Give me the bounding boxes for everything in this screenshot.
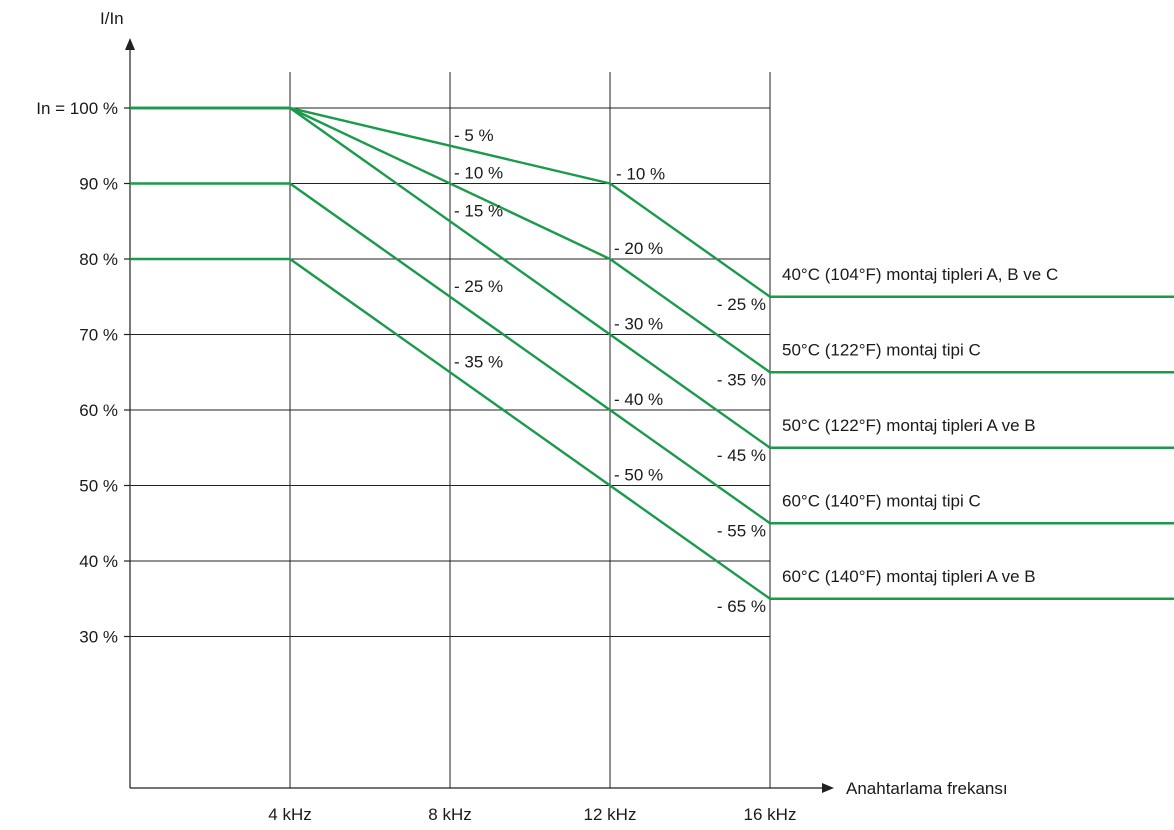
y-tick-label: 30 % — [79, 628, 118, 647]
series-label: 60°C (140°F) montaj tipi C — [782, 491, 981, 510]
percent-label: - 30 % — [614, 315, 663, 334]
y-tick-label: 70 % — [79, 326, 118, 345]
percent-label: - 15 % — [454, 201, 503, 220]
percent-label: - 10 % — [616, 165, 665, 184]
y-axis-arrow — [125, 38, 135, 50]
y-tick-label: 90 % — [79, 175, 118, 194]
y-tick-label: 50 % — [79, 477, 118, 496]
percent-label: - 25 % — [454, 277, 503, 296]
annotations: - 5 % - 10 % - 15 % - 25 % - 35 % - 10 % - 20 … — [454, 126, 766, 616]
y-axis-label: I/In — [100, 9, 124, 28]
percent-label: - 50 % — [614, 466, 663, 485]
percent-label: - 25 % — [717, 295, 766, 314]
series-line — [130, 106, 771, 449]
grid — [130, 72, 771, 788]
series-line — [130, 182, 771, 525]
x-axis-arrow — [822, 783, 834, 793]
x-tick-label: 8 kHz — [428, 805, 471, 824]
series-label: 50°C (122°F) montaj tipi C — [782, 340, 981, 359]
percent-label: - 35 % — [454, 352, 503, 371]
series-label: 40°C (104°F) montaj tipleri A, B ve C — [782, 265, 1058, 284]
percent-label: - 45 % — [717, 446, 766, 465]
percent-label: - 10 % — [454, 164, 503, 183]
x-tick-label: 4 kHz — [268, 805, 311, 824]
y-tick-label: In = 100 % — [36, 99, 118, 118]
percent-label: - 65 % — [717, 597, 766, 616]
x-tick-label: 16 kHz — [744, 805, 797, 824]
percent-label: - 20 % — [614, 239, 663, 258]
series-label: 60°C (140°F) montaj tipleri A ve B — [782, 567, 1036, 586]
series-label: 50°C (122°F) montaj tipleri A ve B — [782, 416, 1036, 435]
percent-label: - 35 % — [717, 370, 766, 389]
x-axis-label: Anahtarlama frekansı — [846, 779, 1008, 798]
x-tick-label: 12 kHz — [584, 805, 637, 824]
y-tick-label: 80 % — [79, 250, 118, 269]
percent-label: - 55 % — [717, 521, 766, 540]
y-tick-label: 60 % — [79, 401, 118, 420]
axes: I/In Anahtarlama frekansı — [100, 9, 1008, 798]
y-tick-label: 40 % — [79, 552, 118, 571]
percent-label: - 5 % — [454, 126, 494, 145]
tick-labels: In = 100 % 90 % 80 % 70 % 60 % 50 % 40 % 30 % 4 … — [36, 99, 796, 824]
percent-label: - 40 % — [614, 390, 663, 409]
series: 40°C (104°F) montaj tipleri A, B ve C 50°… — [130, 106, 1174, 600]
series-line — [130, 257, 771, 600]
